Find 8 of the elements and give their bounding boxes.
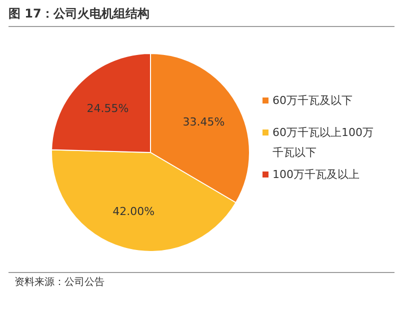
legend-label: 60万千瓦以上100万千瓦以下 <box>272 126 374 159</box>
data-label: 42.00% <box>112 204 155 218</box>
legend-label: 60万千瓦及以下 <box>272 94 352 107</box>
text: 资料来源：公司公告 <box>14 276 104 288</box>
legend-label: 100万千瓦及以上 <box>272 168 360 181</box>
data-label: 24.55% <box>86 102 129 115</box>
chart-title: 图 17：公司火电机组结构 <box>8 6 150 20</box>
data-label: 33.45% <box>182 116 225 129</box>
